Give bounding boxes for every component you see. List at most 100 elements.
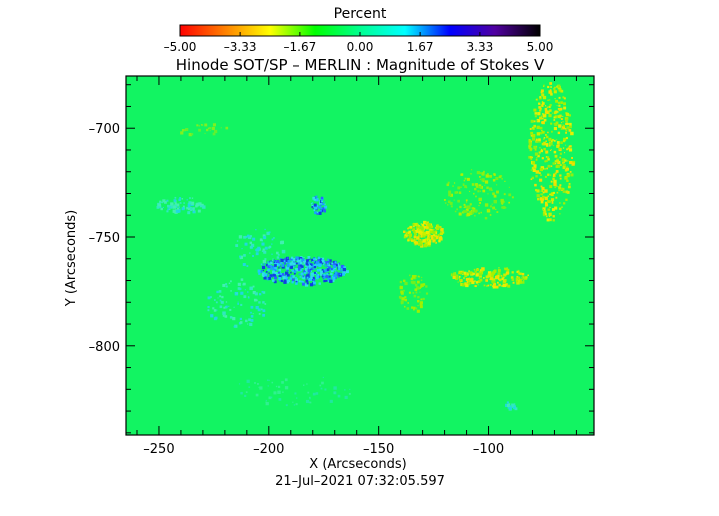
positive-polarity-patch — [403, 230, 406, 234]
positive-polarity-patch — [422, 239, 426, 243]
positive-polarity-patch — [463, 179, 466, 182]
weak-field-patch — [259, 238, 263, 242]
positive-polarity-patch — [522, 276, 524, 278]
negative-polarity-patch — [267, 268, 270, 272]
weak-field-patch — [282, 391, 284, 393]
positive-polarity-patch — [557, 131, 561, 135]
positive-polarity-patch — [415, 307, 418, 310]
positive-polarity-patch — [570, 131, 574, 136]
negative-polarity-patch — [291, 261, 295, 265]
positive-polarity-patch — [546, 144, 549, 147]
negative-polarity-patch — [274, 267, 277, 270]
weak-field-patch — [309, 401, 312, 404]
weak-field-patch — [232, 316, 236, 321]
weak-field-patch — [201, 203, 204, 207]
positive-polarity-patch — [419, 301, 424, 305]
positive-polarity-patch — [419, 291, 421, 293]
positive-polarity-patch — [530, 131, 534, 135]
positive-polarity-patch — [413, 306, 416, 310]
weak-field-patch — [247, 291, 249, 293]
negative-polarity-patch — [269, 265, 271, 267]
positive-polarity-patch — [559, 184, 562, 187]
positive-polarity-patch — [450, 274, 453, 277]
positive-polarity-patch — [558, 124, 562, 128]
positive-polarity-patch — [412, 239, 416, 242]
weak-field-patch — [256, 382, 259, 385]
positive-polarity-patch — [415, 225, 419, 229]
positive-polarity-patch — [497, 272, 501, 276]
positive-polarity-patch — [435, 234, 437, 237]
positive-polarity-patch — [491, 203, 493, 205]
positive-polarity-patch — [560, 101, 563, 104]
positive-polarity-patch — [543, 84, 545, 86]
negative-polarity-patch — [310, 268, 312, 271]
positive-polarity-patch — [494, 174, 496, 176]
positive-polarity-patch — [525, 276, 528, 279]
positive-polarity-patch — [466, 281, 470, 284]
positive-polarity-patch — [547, 173, 550, 176]
positive-polarity-patch — [570, 173, 574, 177]
positive-polarity-patch — [562, 190, 566, 193]
positive-polarity-patch — [412, 280, 416, 285]
weak-field-patch — [248, 235, 252, 240]
positive-polarity-patch — [425, 221, 428, 224]
positive-polarity-patch — [502, 206, 506, 210]
positive-polarity-patch — [566, 179, 569, 183]
positive-polarity-patch — [417, 305, 419, 307]
positive-polarity-patch — [562, 162, 564, 164]
positive-polarity-patch — [483, 284, 486, 287]
positive-polarity-patch — [414, 283, 418, 287]
positive-polarity-patch — [413, 308, 415, 311]
positive-polarity-patch — [181, 129, 185, 132]
y-tick-label: –800 — [89, 340, 120, 355]
weak-field-patch — [166, 210, 169, 213]
negative-polarity-patch — [326, 273, 329, 276]
weak-field-patch — [170, 202, 174, 206]
positive-polarity-patch — [470, 169, 473, 171]
positive-polarity-patch — [553, 90, 557, 94]
positive-polarity-patch — [183, 129, 186, 132]
negative-polarity-patch — [290, 274, 294, 278]
positive-polarity-patch — [457, 199, 460, 203]
negative-polarity-patch — [277, 271, 281, 274]
positive-polarity-patch — [547, 195, 550, 197]
positive-polarity-patch — [430, 239, 432, 241]
negative-polarity-patch — [325, 275, 329, 279]
negative-polarity-patch — [321, 259, 325, 263]
negative-polarity-patch — [293, 270, 297, 273]
positive-polarity-patch — [479, 186, 482, 189]
positive-polarity-patch — [464, 210, 468, 213]
negative-polarity-patch — [318, 205, 322, 209]
weak-field-patch — [246, 379, 250, 383]
positive-polarity-patch — [511, 196, 514, 199]
colorbar-tick-label: –3.33 — [224, 40, 257, 54]
positive-polarity-patch — [539, 132, 543, 135]
negative-polarity-patch — [278, 275, 282, 279]
positive-polarity-patch — [555, 165, 559, 168]
colorbar-tick-label: 0.00 — [347, 40, 374, 54]
positive-polarity-patch — [458, 212, 462, 216]
negative-polarity-patch — [310, 203, 313, 205]
positive-polarity-patch — [466, 273, 469, 276]
negative-polarity-patch — [279, 272, 284, 277]
negative-polarity-patch — [331, 262, 334, 265]
positive-polarity-patch — [571, 157, 574, 159]
positive-polarity-patch — [411, 275, 416, 279]
weak-field-patch — [285, 404, 288, 407]
timestamp: 21–Jul–2021 07:32:05.597 — [275, 474, 445, 489]
positive-polarity-patch — [485, 275, 489, 279]
positive-polarity-patch — [545, 201, 548, 204]
negative-polarity-patch — [334, 261, 337, 264]
positive-polarity-patch — [406, 231, 409, 234]
negative-polarity-patch — [278, 279, 282, 282]
positive-polarity-patch — [536, 132, 541, 136]
positive-polarity-patch — [553, 173, 556, 176]
positive-polarity-patch — [488, 187, 493, 191]
positive-polarity-patch — [478, 185, 481, 189]
negative-polarity-patch — [302, 281, 304, 283]
positive-polarity-patch — [540, 148, 543, 151]
negative-polarity-patch — [338, 262, 341, 265]
positive-polarity-patch — [534, 115, 537, 118]
weak-field-patch — [187, 211, 191, 215]
colorbar-tick-label: 1.67 — [407, 40, 434, 54]
